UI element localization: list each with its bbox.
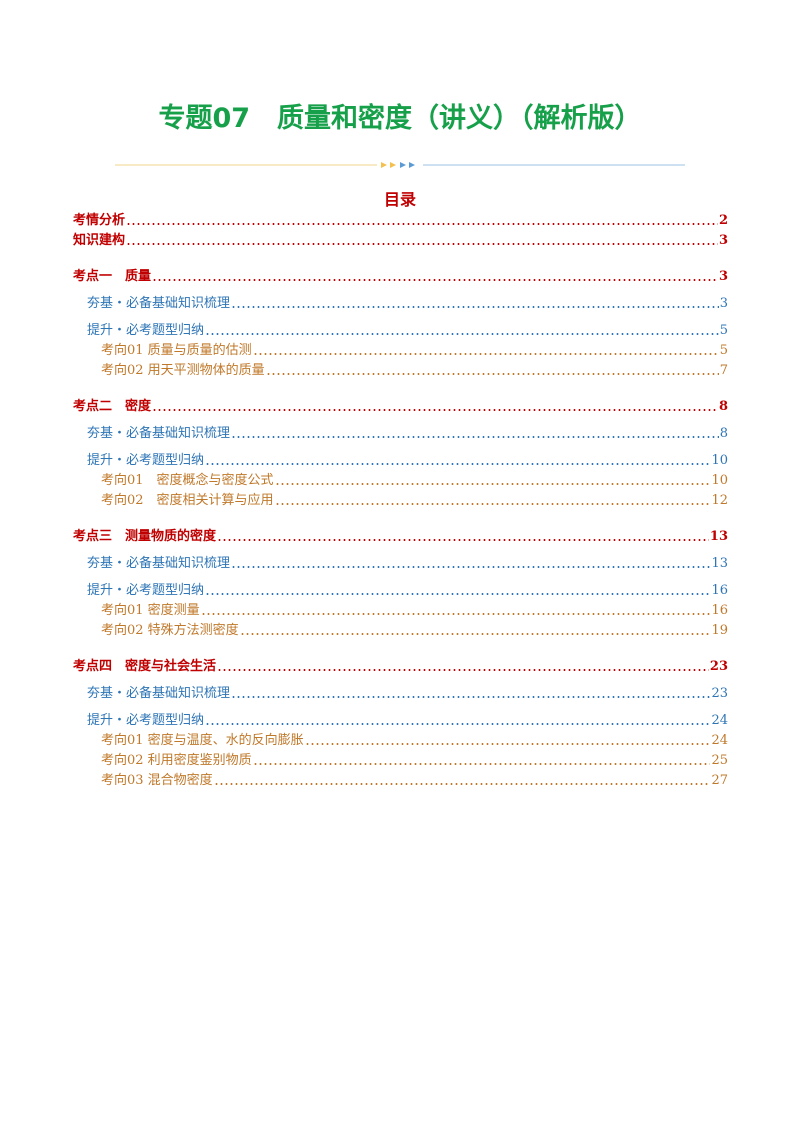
dot-leader [274,482,711,486]
page-number: 10 [711,453,728,468]
dot-leader [274,502,711,506]
page-number: 2 [718,213,728,228]
toc-entry: 考向02 密度相关计算与应用 12 [73,489,728,509]
entry-text: 考点四 密度与社会生活 [73,659,217,674]
dot-leader [252,352,719,356]
entry-text: 考向01 密度概念与密度公式 [101,473,274,488]
dot-leader [205,332,719,336]
dot-leader [205,462,711,466]
entry-text: 提升・必考题型归纳 [87,453,205,468]
toc-entry: 考向02 利用密度鉴别物质 25 [73,749,728,769]
toc-entry: 夯基・必备基础知识梳理 23 [73,682,728,702]
entry-text: 考向02 用天平测物体的质量 [101,363,265,378]
page-number: 23 [711,686,728,701]
entry-text: 夯基・必备基础知识梳理 [87,426,231,441]
page-number: 16 [711,583,728,598]
entry-text: 考向01 密度测量 [101,603,200,618]
toc-entry: 考点三 测量物质的密度 13 [73,525,728,545]
dot-leader [239,632,711,636]
page-number: 3 [718,233,728,248]
page-number: 10 [711,473,728,488]
page-number: 24 [711,713,728,728]
dot-leader [231,565,711,569]
toc-entry: 提升・必考题型归纳 24 [73,709,728,729]
toc-entry: 考点一 质量 3 [73,265,728,285]
dot-leader [200,612,711,616]
entry-text: 考向02 特殊方法测密度 [101,623,239,638]
dot-leader [126,242,718,246]
dot-leader [265,372,719,376]
entry-text: 考向03 混合物密度 [101,773,213,788]
page-number: 5 [719,343,728,358]
toc-entry: 考向03 混合物密度 27 [73,769,728,789]
toc-entry: 夯基・必备基础知识梳理 3 [73,292,728,312]
page-number: 25 [711,753,728,768]
entry-text: 考情分析 [73,213,126,228]
entry-text: 提升・必考题型归纳 [87,583,205,598]
entry-text: 考点一 质量 [73,269,152,284]
entry-text: 夯基・必备基础知识梳理 [87,556,231,571]
page-number: 16 [711,603,728,618]
page-number: 7 [719,363,728,378]
dot-leader [213,782,711,786]
dot-leader [304,742,711,746]
toc-entry: 提升・必考题型归纳 10 [73,449,728,469]
page-number: 8 [719,426,728,441]
page-number: 19 [711,623,728,638]
dot-leader [231,435,719,439]
toc-entry: 考向01 密度与温度、水的反向膨胀 24 [73,729,728,749]
page-number: 13 [709,529,728,544]
dot-leader [205,592,711,596]
dot-leader [152,408,718,412]
page-number: 24 [711,733,728,748]
entry-text: 提升・必考题型归纳 [87,713,205,728]
dot-leader [217,538,709,542]
page-number: 5 [719,323,728,338]
dot-leader [217,668,709,672]
toc-entry: 考向01 质量与质量的估测 5 [73,339,728,359]
toc-entry: 提升・必考题型归纳 5 [73,319,728,339]
page-number: 3 [719,296,728,311]
dot-leader [205,722,711,726]
toc-entry: 知识建构 3 [73,229,728,249]
toc-heading: 目录 [383,190,416,209]
dot-leader [126,222,718,226]
page-number: 23 [709,659,728,674]
entry-text: 考点二 密度 [73,399,152,414]
entry-text: 考点三 测量物质的密度 [73,529,217,544]
toc-entry: 考向02 特殊方法测密度 19 [73,619,728,639]
page-number: 27 [711,773,728,788]
toc-entry: 考情分析 2 [73,209,728,229]
dot-leader [152,278,718,282]
title: 专题07 质量和密度（讲义）（解析版） [158,103,642,134]
toc-entry: 考向01 密度概念与密度公式 10 [73,469,728,489]
divider [115,162,685,168]
toc-entry: 考向01 密度测量 16 [73,599,728,619]
entry-text: 考向01 质量与质量的估测 [101,343,252,358]
dot-leader [231,695,711,699]
toc-entry: 夯基・必备基础知识梳理 13 [73,552,728,572]
toc-entry: 夯基・必备基础知识梳理 8 [73,422,728,442]
page-number: 8 [718,399,728,414]
page-number: 13 [711,556,728,571]
entry-text: 知识建构 [73,233,126,248]
toc-entry: 考向02 用天平测物体的质量 7 [73,359,728,379]
entry-text: 夯基・必备基础知识梳理 [87,296,231,311]
entry-text: 夯基・必备基础知识梳理 [87,686,231,701]
entry-text: 考向02 利用密度鉴别物质 [101,753,252,768]
toc-entry: 考点二 密度 8 [73,395,728,415]
entry-text: 考向01 密度与温度、水的反向膨胀 [101,733,304,748]
entry-text: 考向02 密度相关计算与应用 [101,493,274,508]
dot-leader [252,762,711,766]
page-number: 3 [718,269,728,284]
toc-entry: 提升・必考题型归纳 16 [73,579,728,599]
entry-text: 提升・必考题型归纳 [87,323,205,338]
toc-entry: 考点四 密度与社会生活 23 [73,655,728,675]
toc: 考情分析 2 知识建构 3 考点一 质量 3 夯基・必备基础知识梳理 3 提升・必考题型归纳 5 考… [73,209,728,789]
page-number: 12 [711,493,728,508]
dot-leader [231,305,719,309]
